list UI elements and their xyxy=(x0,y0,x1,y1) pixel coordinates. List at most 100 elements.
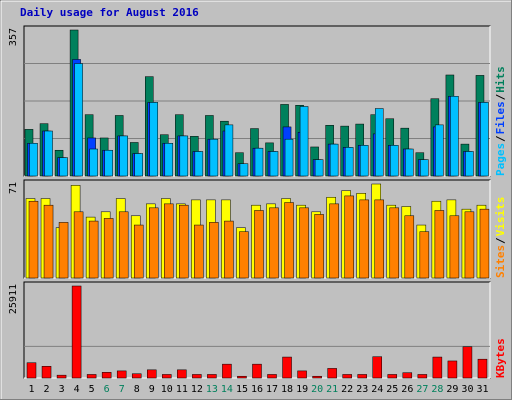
day-label-4: 4 xyxy=(74,384,80,395)
bar-sites-9 xyxy=(149,207,159,279)
day-label-2: 2 xyxy=(44,384,50,395)
bar-kbytes-12 xyxy=(192,374,202,379)
bar-sites-14 xyxy=(224,220,234,279)
bar-pages-23 xyxy=(359,145,369,177)
bar-pages-31 xyxy=(480,102,489,177)
bar-pages-19 xyxy=(299,106,309,177)
bar-sites-18 xyxy=(284,202,294,279)
legend-visits-sites-item-1: / xyxy=(494,237,507,244)
bar-pages-22 xyxy=(344,147,354,177)
day-label-11: 11 xyxy=(176,384,188,395)
day-label-30: 30 xyxy=(461,384,473,395)
bar-kbytes-22 xyxy=(342,374,352,379)
legend-kbytes-item-0: KBytes xyxy=(494,338,507,378)
bar-pages-11 xyxy=(179,135,189,177)
bar-sites-3 xyxy=(58,222,69,279)
bar-sites-1 xyxy=(28,200,39,279)
bar-sites-23 xyxy=(359,199,369,279)
bar-pages-20 xyxy=(314,159,324,177)
bar-kbytes-3 xyxy=(56,374,67,379)
legend-visits-sites-item-0: Sites xyxy=(494,245,507,278)
day-label-5: 5 xyxy=(89,384,95,395)
bar-pages-9 xyxy=(149,102,159,177)
day-label-29: 29 xyxy=(446,384,458,395)
day-label-18: 18 xyxy=(281,384,293,395)
bar-kbytes-11 xyxy=(177,369,187,379)
legend-hits-files-pages-item-1: / xyxy=(494,135,507,142)
legend-hits-files-pages-item-2: Files xyxy=(494,101,507,134)
day-label-21: 21 xyxy=(326,384,338,395)
bar-pages-29 xyxy=(450,96,459,177)
bar-pages-6 xyxy=(104,149,113,177)
bar-kbytes-13 xyxy=(207,374,217,379)
bar-kbytes-7 xyxy=(116,370,127,379)
bar-pages-12 xyxy=(194,151,204,177)
bar-pages-26 xyxy=(405,148,414,177)
bar-sites-17 xyxy=(269,207,279,279)
bar-pages-28 xyxy=(435,124,444,177)
bar-kbytes-2 xyxy=(41,366,52,379)
max-label-hits-files-pages: 357 xyxy=(8,28,19,46)
max-label-visits-sites: 71 xyxy=(8,182,19,194)
bar-kbytes-27 xyxy=(417,374,428,379)
day-label-31: 31 xyxy=(476,384,488,395)
bar-sites-30 xyxy=(464,211,475,279)
bar-kbytes-20 xyxy=(312,375,322,379)
bar-kbytes-30 xyxy=(462,346,473,379)
bar-pages-4 xyxy=(74,63,83,177)
day-label-15: 15 xyxy=(236,384,248,395)
bar-sites-10 xyxy=(164,203,174,279)
bar-sites-13 xyxy=(209,222,219,279)
bar-pages-30 xyxy=(465,151,474,177)
bar-sites-8 xyxy=(133,224,144,279)
bar-pages-18 xyxy=(284,138,294,177)
bar-pages-21 xyxy=(329,143,339,177)
bar-sites-24 xyxy=(374,199,384,279)
bar-kbytes-8 xyxy=(131,373,142,379)
bar-kbytes-1 xyxy=(26,362,37,379)
bar-pages-10 xyxy=(164,143,174,177)
bar-pages-5 xyxy=(89,148,98,177)
bar-pages-27 xyxy=(420,159,429,177)
day-label-3: 3 xyxy=(59,384,65,395)
bar-kbytes-26 xyxy=(402,372,413,379)
bar-sites-19 xyxy=(299,207,309,279)
bar-kbytes-25 xyxy=(387,374,398,379)
bar-pages-15 xyxy=(239,163,249,177)
bar-pages-14 xyxy=(224,124,234,177)
day-label-16: 16 xyxy=(251,384,263,395)
bar-sites-4 xyxy=(73,211,84,279)
bar-sites-16 xyxy=(254,210,264,279)
bar-kbytes-18 xyxy=(282,356,292,379)
day-label-19: 19 xyxy=(296,384,308,395)
bar-kbytes-16 xyxy=(252,363,262,379)
day-label-25: 25 xyxy=(386,384,398,395)
day-label-7: 7 xyxy=(119,384,125,395)
bar-pages-25 xyxy=(390,145,399,177)
day-label-17: 17 xyxy=(266,384,278,395)
bar-sites-11 xyxy=(179,204,189,279)
bar-pages-3 xyxy=(59,157,68,177)
day-label-27: 27 xyxy=(416,384,428,395)
legend-hits-files-pages-item-4: Hits xyxy=(494,66,507,93)
bar-pages-16 xyxy=(254,147,264,177)
day-label-13: 13 xyxy=(206,384,218,395)
bar-kbytes-4 xyxy=(71,285,82,379)
panel-kbytes xyxy=(23,281,491,379)
bar-kbytes-31 xyxy=(477,358,488,379)
bar-pages-1 xyxy=(29,143,38,177)
day-label-9: 9 xyxy=(149,384,155,395)
day-label-20: 20 xyxy=(311,384,323,395)
bar-kbytes-9 xyxy=(147,369,157,379)
day-label-8: 8 xyxy=(134,384,140,395)
bar-kbytes-23 xyxy=(357,374,367,379)
bar-sites-7 xyxy=(118,211,129,279)
bar-sites-27 xyxy=(419,231,430,279)
bar-sites-21 xyxy=(329,203,339,279)
day-label-22: 22 xyxy=(341,384,353,395)
bar-sites-20 xyxy=(314,214,324,279)
bar-pages-13 xyxy=(209,138,219,177)
day-label-28: 28 xyxy=(431,384,443,395)
